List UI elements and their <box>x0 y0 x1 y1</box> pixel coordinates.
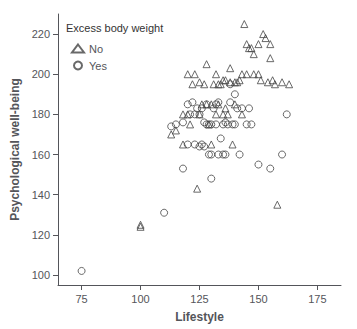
svg-text:100: 100 <box>131 293 149 305</box>
svg-text:160: 160 <box>32 149 50 161</box>
svg-text:175: 175 <box>308 293 326 305</box>
svg-text:220: 220 <box>32 28 50 40</box>
svg-text:140: 140 <box>32 189 50 201</box>
svg-text:No: No <box>89 43 103 55</box>
svg-text:100: 100 <box>32 269 50 281</box>
svg-text:Excess body weight: Excess body weight <box>66 22 163 34</box>
svg-text:125: 125 <box>190 293 208 305</box>
svg-text:200: 200 <box>32 68 50 80</box>
svg-text:180: 180 <box>32 108 50 120</box>
svg-text:Lifestyle: Lifestyle <box>175 310 224 324</box>
svg-text:Yes: Yes <box>89 60 107 72</box>
svg-text:150: 150 <box>249 293 267 305</box>
svg-text:120: 120 <box>32 229 50 241</box>
svg-text:Psychological well-being: Psychological well-being <box>8 78 22 221</box>
svg-text:75: 75 <box>75 293 87 305</box>
